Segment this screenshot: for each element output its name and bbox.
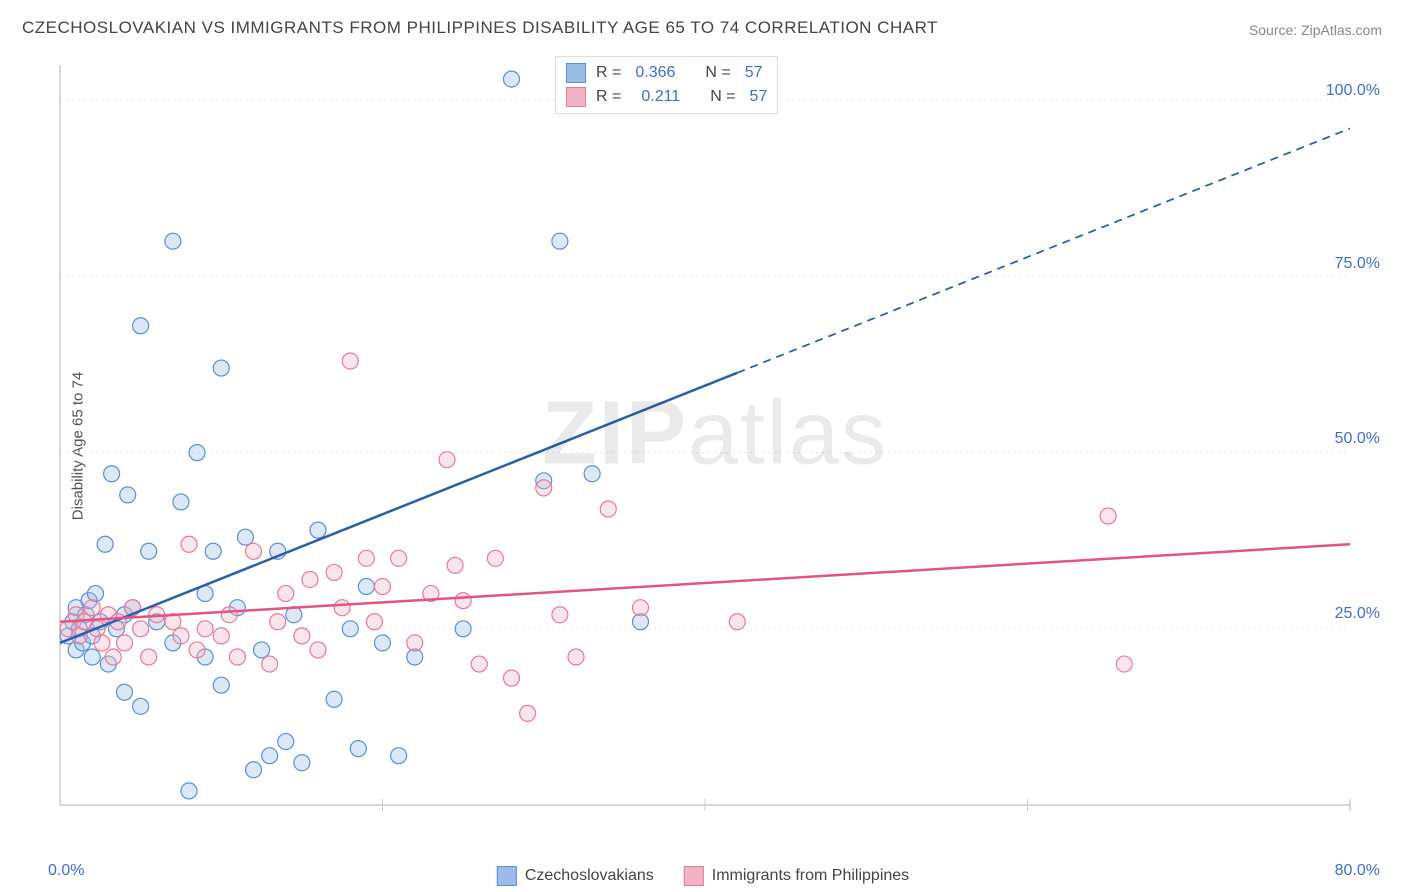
- scatter-chart-svg: [50, 55, 1380, 845]
- n-value-1: 57: [745, 64, 763, 82]
- n-value-2: 57: [750, 88, 768, 106]
- r-label-2: R =: [596, 88, 621, 106]
- n-label-2: N =: [710, 88, 735, 106]
- r-value-2: 0.211: [641, 88, 680, 106]
- legend-row-series2: R = 0.211 N = 57: [564, 85, 769, 109]
- y-tick-75: 75.0%: [1335, 255, 1380, 273]
- legend-correlation-box: R = 0.366 N = 57 R = 0.211 N = 57: [555, 56, 778, 114]
- legend-swatch-blue-2: [497, 866, 517, 886]
- y-tick-25: 25.0%: [1335, 605, 1380, 623]
- legend-swatch-pink-2: [684, 866, 704, 886]
- legend-item-phil: Immigrants from Philippines: [684, 866, 909, 886]
- source-attribution: Source: ZipAtlas.com: [1249, 22, 1382, 38]
- legend-label-phil: Immigrants from Philippines: [712, 867, 909, 885]
- legend-row-series1: R = 0.366 N = 57: [564, 61, 769, 85]
- legend-series-box: Czechoslovakians Immigrants from Philipp…: [497, 866, 909, 886]
- legend-item-czech: Czechoslovakians: [497, 866, 654, 886]
- chart-plot-area: ZIPatlas: [50, 55, 1380, 845]
- r-label-1: R =: [596, 64, 621, 82]
- legend-swatch-pink: [566, 87, 586, 107]
- x-tick-80: 80.0%: [1335, 862, 1380, 880]
- n-label-1: N =: [705, 64, 730, 82]
- legend-swatch-blue: [566, 63, 586, 83]
- r-value-1: 0.366: [635, 64, 675, 82]
- y-tick-50: 50.0%: [1335, 430, 1380, 448]
- legend-label-czech: Czechoslovakians: [525, 867, 654, 885]
- y-tick-100: 100.0%: [1326, 82, 1380, 100]
- x-tick-0: 0.0%: [48, 862, 84, 880]
- chart-title: CZECHOSLOVAKIAN VS IMMIGRANTS FROM PHILI…: [22, 18, 938, 38]
